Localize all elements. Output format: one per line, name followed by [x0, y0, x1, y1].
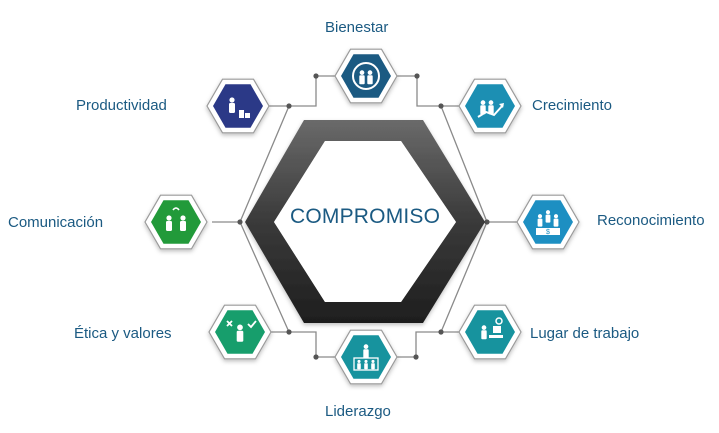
label-bienestar: Bienestar — [325, 19, 389, 36]
node-productividad — [206, 78, 270, 134]
label-comunicacion: Comunicación — [8, 214, 104, 231]
node-comunicacion — [144, 194, 208, 250]
node-fill — [151, 200, 201, 244]
label-reconocimiento: Reconocimiento — [597, 212, 705, 229]
node-fill — [341, 54, 391, 98]
central-hexagon — [245, 120, 485, 323]
svg-text:$: $ — [546, 229, 550, 236]
center-title: COMPROMISO — [290, 205, 441, 228]
label-lugar-de-trabajo: Lugar de trabajo — [530, 325, 640, 342]
podium-award-icon: $ — [536, 210, 560, 236]
node-reconocimiento: $ — [516, 194, 580, 250]
node-lugar — [458, 304, 522, 360]
label-etica-y-valores: Ética y valores — [74, 325, 172, 342]
node-fill — [213, 84, 263, 128]
connector-dots — [237, 73, 490, 360]
people-talking-icon — [166, 207, 186, 231]
worker-coins-icon — [229, 97, 250, 118]
leader-team-icon — [353, 344, 379, 371]
label-liderazgo: Liderazgo — [325, 403, 391, 420]
node-bienestar — [334, 48, 398, 104]
ethics-choice-icon — [226, 320, 257, 342]
people-cycle-icon — [352, 62, 380, 90]
node-crecimiento — [458, 78, 522, 134]
growth-chart-icon — [477, 100, 504, 118]
label-crecimiento: Crecimiento — [532, 97, 613, 114]
node-etica — [208, 304, 272, 360]
workplace-desk-icon — [481, 317, 503, 340]
node-liderazgo — [334, 329, 398, 385]
connector-lines — [212, 75, 520, 358]
label-productividad: Productividad — [76, 97, 167, 114]
